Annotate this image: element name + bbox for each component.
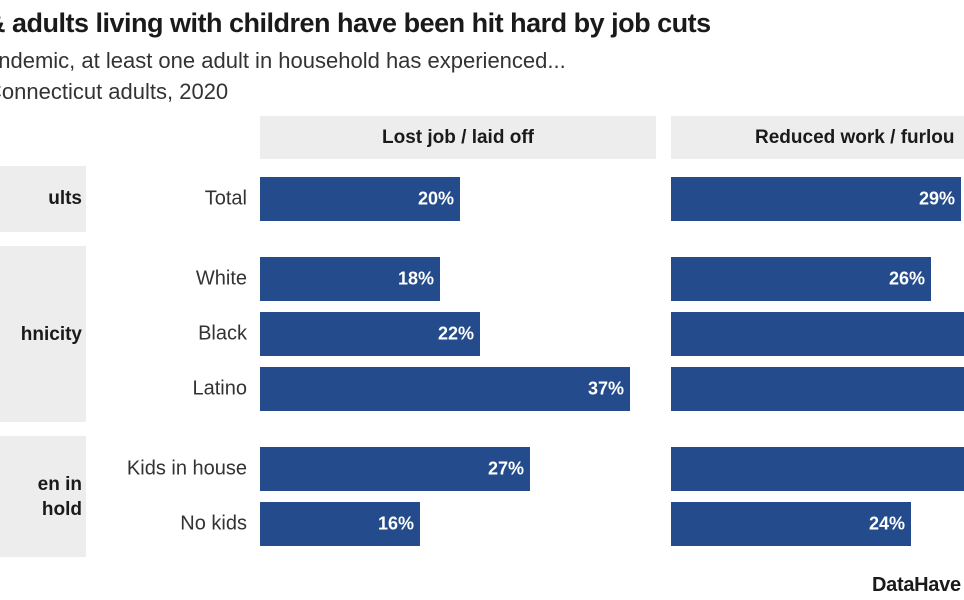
group-label-0-0: ults xyxy=(48,188,82,209)
row-label-4: Kids in house xyxy=(126,457,247,480)
row-label-5: No kids xyxy=(180,512,247,535)
row-label-2: Black xyxy=(198,322,247,345)
bar-0-2 xyxy=(260,312,480,356)
bar-1-5 xyxy=(671,502,911,546)
source-logo: DataHave xyxy=(872,574,961,596)
group-label-2-1: hold xyxy=(41,499,82,520)
bar-label-1-5: 24% xyxy=(868,513,905,534)
bar-1-4 xyxy=(671,447,964,491)
bar-1-3 xyxy=(671,367,964,411)
row-label-0: Total xyxy=(204,187,247,210)
chart-subtitle-geography: Connecticut adults, 2020 xyxy=(0,79,229,104)
group-label-1-0: hnicity xyxy=(20,324,82,345)
row-label-3: Latino xyxy=(192,377,248,400)
bar-0-5 xyxy=(260,502,420,546)
bar-label-0-0: 20% xyxy=(417,188,454,209)
panel-header-1: Reduced work / furlou xyxy=(671,116,964,159)
group-box-2 xyxy=(0,436,86,557)
bar-1-0 xyxy=(671,177,961,221)
chart-subtitle: andemic, at least one adult in household… xyxy=(0,48,566,73)
row-label-1: White xyxy=(195,267,247,290)
bar-label-0-5: 16% xyxy=(377,513,414,534)
panel-header-0: Lost job / laid off xyxy=(260,116,656,159)
bar-label-1-0: 29% xyxy=(918,188,955,209)
group-box-0 xyxy=(0,166,86,232)
bar-0-0 xyxy=(260,177,460,221)
bar-label-0-4: 27% xyxy=(487,458,524,479)
bar-label-0-2: 22% xyxy=(437,323,474,344)
bar-label-0-3: 37% xyxy=(587,378,624,399)
bar-1-1 xyxy=(671,257,931,301)
bar-0-1 xyxy=(260,257,440,301)
bar-1-2 xyxy=(671,312,964,356)
bar-label-1-1: 26% xyxy=(888,268,925,289)
group-box-1 xyxy=(0,246,86,422)
bar-label-0-1: 18% xyxy=(397,268,434,289)
bar-0-4 xyxy=(260,447,530,491)
bar-0-3 xyxy=(260,367,630,411)
chart-title: & adults living with children have been … xyxy=(0,8,711,38)
group-label-2-0: en in xyxy=(37,474,82,495)
